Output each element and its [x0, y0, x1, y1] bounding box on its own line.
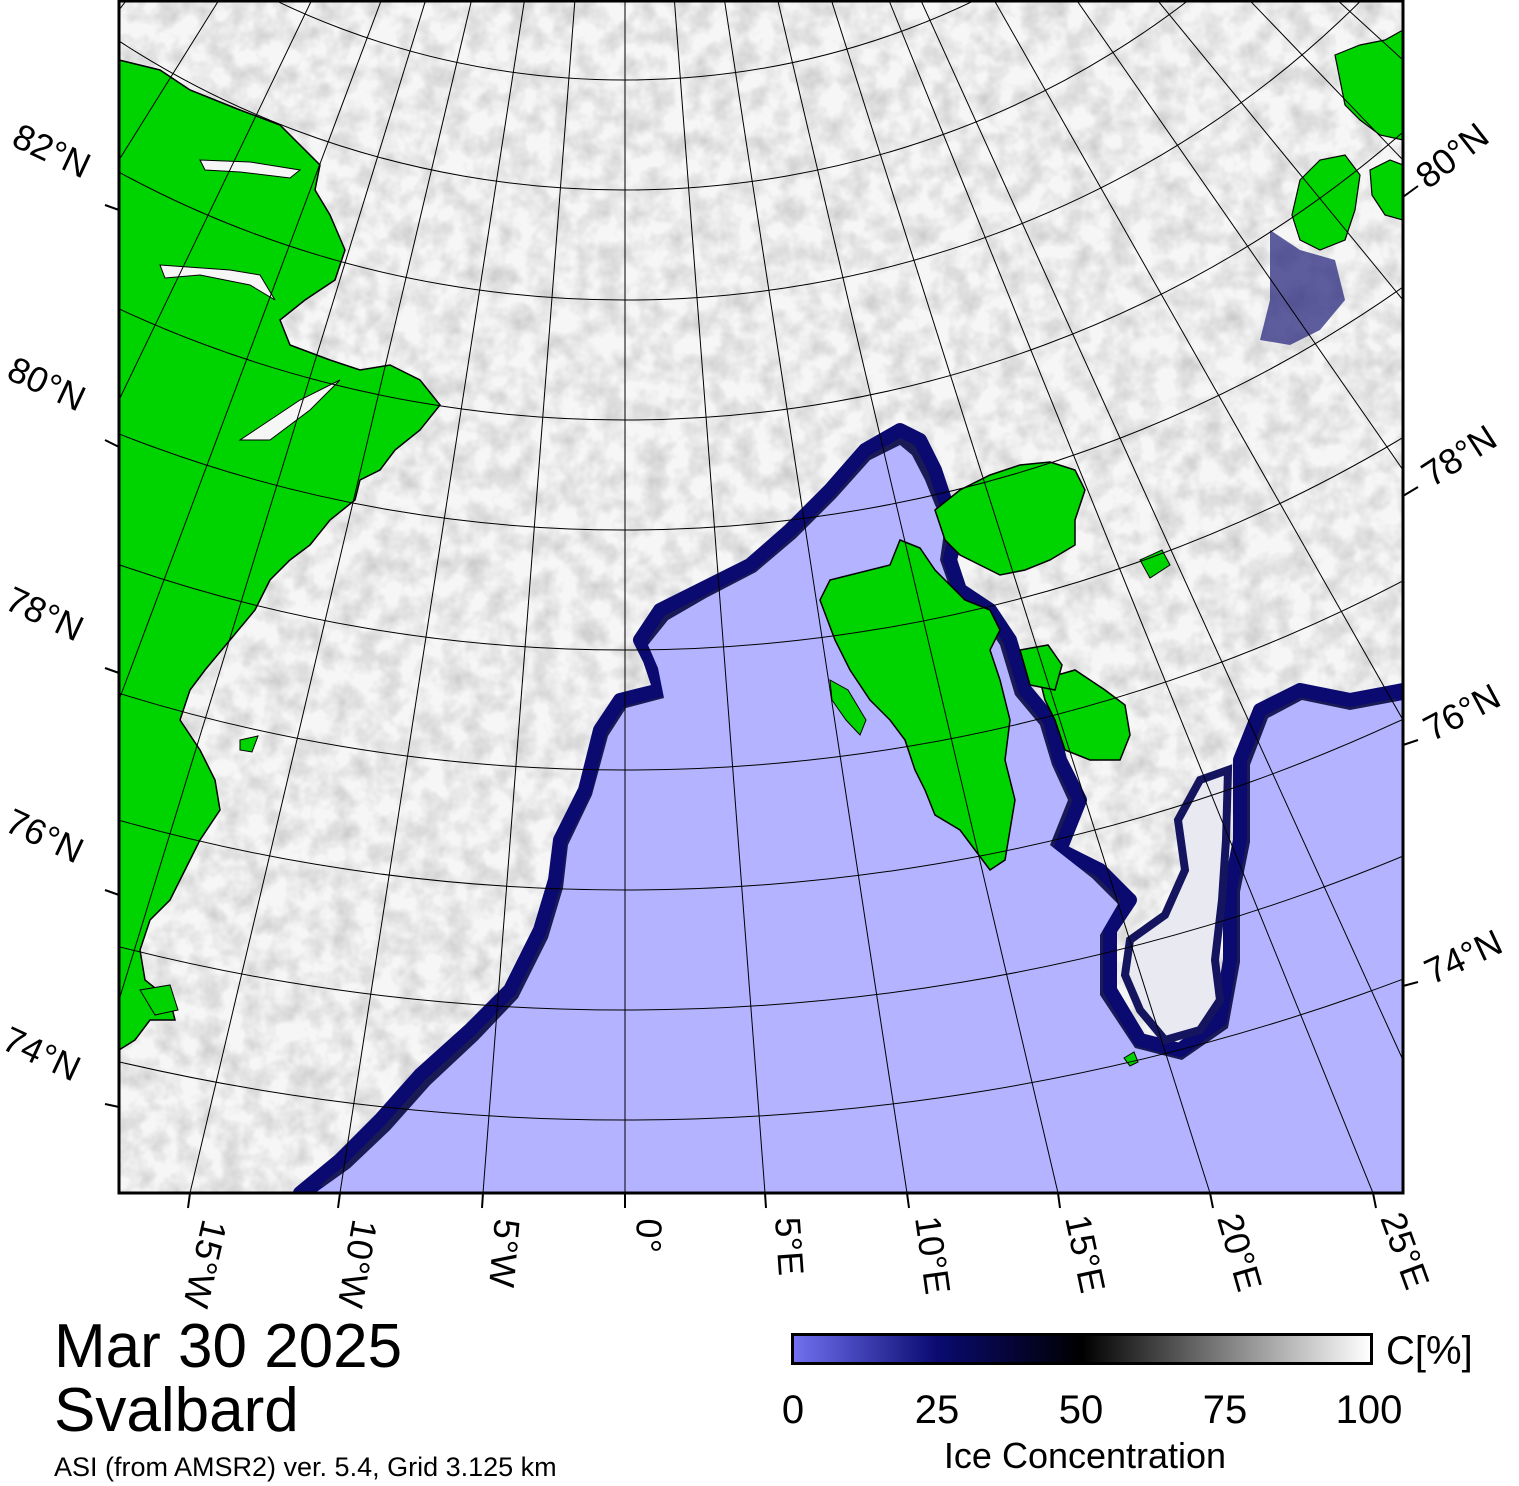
lat-label-right: 74°N — [1418, 921, 1508, 992]
axis-ticks — [104, 185, 1419, 1209]
franz-josef-land — [1369, 159, 1403, 221]
lat-label-right: 78°N — [1414, 417, 1504, 495]
lat-label-right: 80°N — [1408, 114, 1497, 196]
lon-label: 15°E — [1057, 1211, 1113, 1296]
lon-labels-bottom: 15°W 10°W 5°W 0° 5°E 10°E 15°E 20°E 25°E — [175, 1207, 1438, 1312]
colorbar-tick: 25 — [914, 1388, 960, 1432]
lon-label: 25°E — [1372, 1207, 1437, 1295]
colorbar-tick: 50 — [1058, 1388, 1104, 1432]
lon-label: 5°E — [767, 1216, 812, 1277]
colorbar — [791, 1333, 1373, 1365]
lon-label: 10°W — [330, 1217, 386, 1311]
greenland-fjord — [238, 379, 341, 441]
lon-label: 20°E — [1209, 1209, 1270, 1296]
region-title: Svalbard — [54, 1376, 299, 1445]
greenland-island — [239, 735, 259, 753]
lon-label: 5°W — [481, 1217, 528, 1289]
lat-labels-left: 82°N 80°N 78°N 76°N 74°N — [0, 115, 97, 1089]
date-title: Mar 30 2025 — [54, 1312, 403, 1381]
ice-tongue — [1120, 764, 1233, 1045]
spitsbergen-land — [819, 539, 1016, 872]
lat-label-left: 80°N — [2, 348, 92, 419]
greenland-fjord — [199, 159, 302, 179]
lon-label: 10°E — [907, 1213, 959, 1296]
colorbar-tick: 0 — [781, 1388, 805, 1432]
open-water — [315, 445, 1403, 1193]
lat-label-left: 74°N — [0, 1018, 87, 1089]
greenland-land — [119, 59, 441, 1051]
lat-labels-right: 80°N 78°N 76°N 74°N — [1408, 114, 1509, 992]
edgeoya-land — [1039, 669, 1131, 761]
colorbar-gradient — [794, 1336, 1370, 1362]
lat-label-left: 82°N — [7, 115, 97, 186]
lat-label-left: 78°N — [0, 578, 90, 649]
colorbar-unit: C[%] — [1386, 1329, 1473, 1373]
source-note: ASI (from AMSR2) ver. 5.4, Grid 3.125 km — [54, 1452, 557, 1482]
lat-label-left: 76°N — [0, 800, 90, 871]
lat-label-right: 76°N — [1417, 675, 1507, 749]
colorbar-title: Ice Concentration — [943, 1435, 1227, 1476]
franz-josef-pack — [1260, 230, 1345, 345]
map-frame — [117, 0, 1405, 1195]
lon-label: 0° — [628, 1218, 670, 1254]
lon-label: 15°W — [175, 1216, 235, 1311]
franz-josef-land — [1334, 29, 1403, 141]
colorbar-tick: 100 — [1335, 1388, 1403, 1432]
kvitoya-land — [1139, 549, 1171, 579]
colorbar-tick: 75 — [1202, 1388, 1248, 1432]
graticule-meridians — [119, 0, 1403, 1193]
greenland-island — [139, 984, 179, 1016]
greenland-fjord — [159, 264, 276, 301]
barentsoya-land — [1019, 644, 1063, 691]
nordaustlandet-land — [934, 461, 1086, 576]
